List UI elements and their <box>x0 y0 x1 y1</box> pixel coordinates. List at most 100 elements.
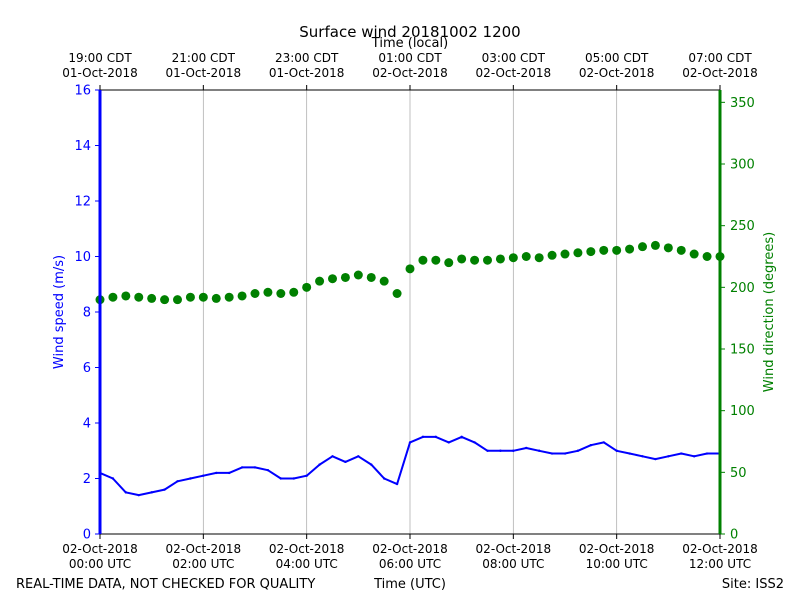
right-axis-ticks: 0 50 100 150 200 250 300 350 <box>720 96 755 543</box>
wind-speed-point <box>563 452 567 455</box>
left-tick-label: 8 <box>83 306 91 321</box>
right-axis-label: Wind direction (degrees) <box>762 232 777 392</box>
wind-speed-point <box>305 474 308 477</box>
wind-speed-point <box>318 463 321 466</box>
wind-speed-point <box>692 455 696 458</box>
wind-speed-point <box>680 452 683 455</box>
wind-direction-point <box>328 274 337 284</box>
wind-direction-point <box>495 254 505 264</box>
wind-speed-point <box>537 449 541 452</box>
wind-direction-point <box>431 255 441 265</box>
wind-direction-point <box>586 247 596 257</box>
wind-speed-point <box>331 455 334 458</box>
wind-speed-point <box>395 482 399 486</box>
wind-speed-point <box>279 477 283 480</box>
wind-speed-point <box>111 477 115 480</box>
wind-speed-point <box>705 452 709 455</box>
wind-direction-point <box>108 292 118 302</box>
wind-direction-point <box>315 276 325 286</box>
top-tick-label-time: 07:00 CDT <box>688 51 752 65</box>
wind-direction-point <box>702 252 712 261</box>
top-tick-label-date: 02-Oct-2018 <box>372 66 448 80</box>
footer-site: Site: ISS2 <box>722 577 784 592</box>
wind-speed-point <box>512 449 515 452</box>
wind-direction-point <box>276 289 286 298</box>
wind-direction-point <box>638 242 647 252</box>
wind-speed-point <box>124 491 128 494</box>
wind-direction-point <box>198 292 208 302</box>
wind-direction-point <box>211 293 221 303</box>
left-tick-label: 12 <box>74 195 91 210</box>
bottom-tick-label-date: 02-Oct-2018 <box>269 542 345 556</box>
wind-speed-point <box>408 441 412 444</box>
top-tick-label-date: 02-Oct-2018 <box>579 66 655 80</box>
wind-direction-point <box>263 287 273 297</box>
wind-direction-point <box>573 248 583 258</box>
wind-speed-point <box>589 444 593 447</box>
wind-direction-point <box>366 272 376 282</box>
wind-speed-point <box>525 446 528 450</box>
wind-direction-point <box>521 252 531 261</box>
bottom-tick-label-date: 02-Oct-2018 <box>372 542 448 556</box>
footer-quality-note: REAL-TIME DATA, NOT CHECKED FOR QUALITY <box>16 577 315 592</box>
wind-speed-point <box>615 449 618 452</box>
top-tick-label-date: 01-Oct-2018 <box>62 66 138 80</box>
wind-direction-point <box>612 245 622 255</box>
wind-speed-point <box>253 466 257 469</box>
wind-speed-point <box>215 471 218 475</box>
wind-speed-point <box>602 441 605 444</box>
top-tick-label-time: 19:00 CDT <box>68 51 132 65</box>
wind-speed-point <box>292 477 295 480</box>
bottom-tick-label-date: 02-Oct-2018 <box>62 542 138 556</box>
left-tick-label: 2 <box>83 472 91 487</box>
wind-speed-point <box>486 449 489 452</box>
wind-direction-point <box>418 255 428 265</box>
wind-direction-point <box>625 244 635 254</box>
wind-direction-point <box>237 291 247 301</box>
wind-direction-series <box>95 240 725 305</box>
wind-speed-point <box>550 452 554 455</box>
wind-direction-point <box>185 292 195 302</box>
wind-speed-point <box>473 441 476 444</box>
right-tick-label: 50 <box>730 466 747 481</box>
top-tick-label-time: 03:00 CDT <box>482 51 546 65</box>
wind-direction-point <box>392 289 402 298</box>
wind-speed-point <box>202 474 205 477</box>
wind-direction-point <box>405 264 415 274</box>
wind-speed-point <box>163 488 166 491</box>
left-tick-label: 14 <box>74 139 91 154</box>
wind-direction-point <box>676 245 686 255</box>
wind-direction-point <box>379 276 389 286</box>
vertical-grid <box>202 90 618 534</box>
bottom-tick-label-date: 02-Oct-2018 <box>579 542 655 556</box>
bottom-tick-label-time: 04:00 UTC <box>276 557 338 571</box>
bottom-tick-label-time: 12:00 UTC <box>689 557 751 571</box>
bottom-tick-label-time: 00:00 UTC <box>69 557 131 571</box>
wind-speed-point <box>266 468 270 472</box>
top-tick-label-time: 23:00 CDT <box>275 51 339 65</box>
wind-direction-point <box>534 253 544 263</box>
wind-direction-point <box>689 249 699 259</box>
wind-direction-point <box>508 253 518 263</box>
wind-direction-point <box>147 293 157 303</box>
bottom-tick-label-date: 02-Oct-2018 <box>682 542 758 556</box>
wind-direction-point <box>160 295 170 305</box>
wind-direction-point <box>173 295 182 305</box>
wind-speed-point <box>370 463 373 466</box>
wind-speed-point <box>176 480 179 483</box>
bottom-tick-label-date: 02-Oct-2018 <box>476 542 552 556</box>
wind-speed-point <box>641 455 644 458</box>
left-tick-label: 16 <box>74 84 91 99</box>
wind-direction-point <box>353 270 363 280</box>
wind-speed-point <box>654 457 657 461</box>
wind-speed-point <box>189 477 192 480</box>
x-axis-label: Time (UTC) <box>373 577 446 592</box>
wind-speed-point <box>447 441 450 444</box>
chart-title: Surface wind 20181002 1200 <box>299 23 520 41</box>
wind-speed-point <box>421 435 425 439</box>
wind-direction-point <box>650 240 660 250</box>
left-tick-label: 10 <box>74 250 91 265</box>
